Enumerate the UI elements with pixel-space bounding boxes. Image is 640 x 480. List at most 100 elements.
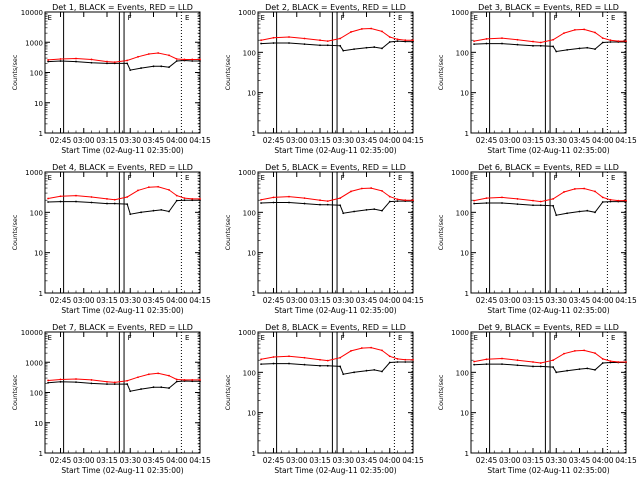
lld-point (113, 198, 116, 201)
x-tick-label: 03:00 (73, 296, 95, 305)
y-tick-label: 1000 (451, 169, 469, 177)
lld-point (113, 61, 116, 64)
events-series-line (48, 59, 200, 71)
x-tick-label: 03:15 (522, 456, 544, 465)
flag-label: E (185, 334, 189, 342)
x-tick-label: 03:45 (356, 136, 378, 145)
events-point (388, 361, 391, 364)
y-tick-label: 10 (247, 250, 256, 258)
flag-label: E (398, 14, 402, 22)
events-point (566, 212, 568, 215)
lld-point (473, 360, 475, 363)
y-tick-label: 1000 (25, 39, 43, 47)
events-point (485, 363, 488, 366)
events-point (586, 209, 589, 212)
lld-point (339, 356, 342, 359)
events-point (396, 361, 399, 363)
y-tick-label: 100 (456, 209, 469, 217)
events-point (353, 48, 355, 51)
x-tick-label: 03:15 (309, 456, 331, 465)
y-axis-label: Counts/sec (224, 214, 232, 250)
y-tick-label: 100 (456, 49, 469, 57)
x-tick-label: 03:00 (499, 296, 521, 305)
x-tick-label: 03:00 (499, 456, 521, 465)
events-point (106, 383, 108, 385)
x-tick-label: 02:45 (476, 456, 498, 465)
y-tick-label: 10 (460, 250, 469, 258)
events-point (47, 60, 49, 63)
plot-frame (257, 171, 414, 294)
lld-point (360, 347, 363, 349)
x-tick-label: 03:45 (143, 136, 165, 145)
lld-point (370, 346, 373, 349)
lld-point (113, 381, 116, 384)
events-point (168, 66, 170, 69)
events-point (168, 387, 170, 389)
lld-point (350, 349, 352, 352)
lld-point (326, 200, 329, 202)
y-tick-label: 10 (247, 410, 256, 418)
events-point (90, 382, 93, 385)
lld-point (625, 199, 627, 202)
x-tick-label: 04:00 (379, 136, 401, 145)
lld-point (404, 358, 407, 361)
x-tick-label: 02:45 (50, 456, 72, 465)
y-tick-label: 1000 (25, 359, 43, 367)
lld-point (272, 356, 275, 358)
lld-point (609, 198, 612, 201)
events-point (272, 362, 275, 365)
events-point (532, 365, 534, 368)
events-point (353, 371, 355, 374)
x-tick-label: 04:15 (615, 456, 637, 465)
lld-point (563, 191, 565, 193)
x-tick-label: 03:30 (332, 456, 354, 465)
events-point (601, 362, 604, 364)
lld-point (90, 58, 93, 61)
lld-point (370, 187, 373, 189)
panel-det-8: Det 8, BLACK = Events, RED = LLD 1 10 100 10… (224, 323, 424, 475)
events-point (539, 204, 542, 207)
lld-point (339, 197, 342, 200)
y-tick-label: 1 (252, 450, 256, 458)
lld-point (47, 59, 49, 61)
lld-point (147, 53, 150, 55)
lld-point (157, 372, 160, 375)
lld-point (260, 198, 262, 201)
x-tick-label: 02:45 (50, 296, 72, 305)
flag-label: E (48, 14, 52, 22)
events-point (388, 200, 391, 203)
events-point (485, 42, 488, 45)
lld-point (485, 358, 488, 361)
events-point (552, 204, 555, 207)
y-tick-label: 10 (34, 420, 43, 428)
x-axis-label: Start Time (02-Aug-11 02:35:00) (274, 146, 396, 155)
panel-det-3: Det 3, BLACK = Events, RED = LLD 1 10 100 10… (437, 3, 637, 155)
x-tick-label: 04:15 (402, 296, 424, 305)
lld-point (552, 198, 555, 200)
flag-label: E (398, 334, 402, 342)
events-point (373, 208, 376, 211)
events-point (473, 202, 475, 205)
lld-point (501, 37, 503, 40)
events-series-line (474, 201, 626, 216)
events-point (404, 361, 407, 363)
lld-point (303, 197, 306, 200)
panel-title: Det 1, BLACK = Events, RED = LLD (52, 3, 193, 12)
events-point (594, 211, 596, 214)
y-tick-label: 1000 (451, 329, 469, 337)
events-point (601, 41, 604, 44)
lld-point (601, 196, 604, 199)
y-tick-label: 100 (243, 49, 256, 57)
lld-point (412, 199, 414, 202)
lld-point (175, 58, 178, 60)
lld-point (47, 379, 49, 382)
lld-point (147, 186, 150, 189)
lld-point (90, 379, 93, 381)
events-point (113, 62, 116, 65)
lld-point (573, 28, 576, 31)
lld-point (381, 189, 383, 192)
x-tick-label: 03:45 (356, 296, 378, 305)
x-tick-label: 03:45 (569, 136, 591, 145)
x-tick-label: 04:15 (615, 296, 637, 305)
y-tick-label: 10 (460, 410, 469, 418)
